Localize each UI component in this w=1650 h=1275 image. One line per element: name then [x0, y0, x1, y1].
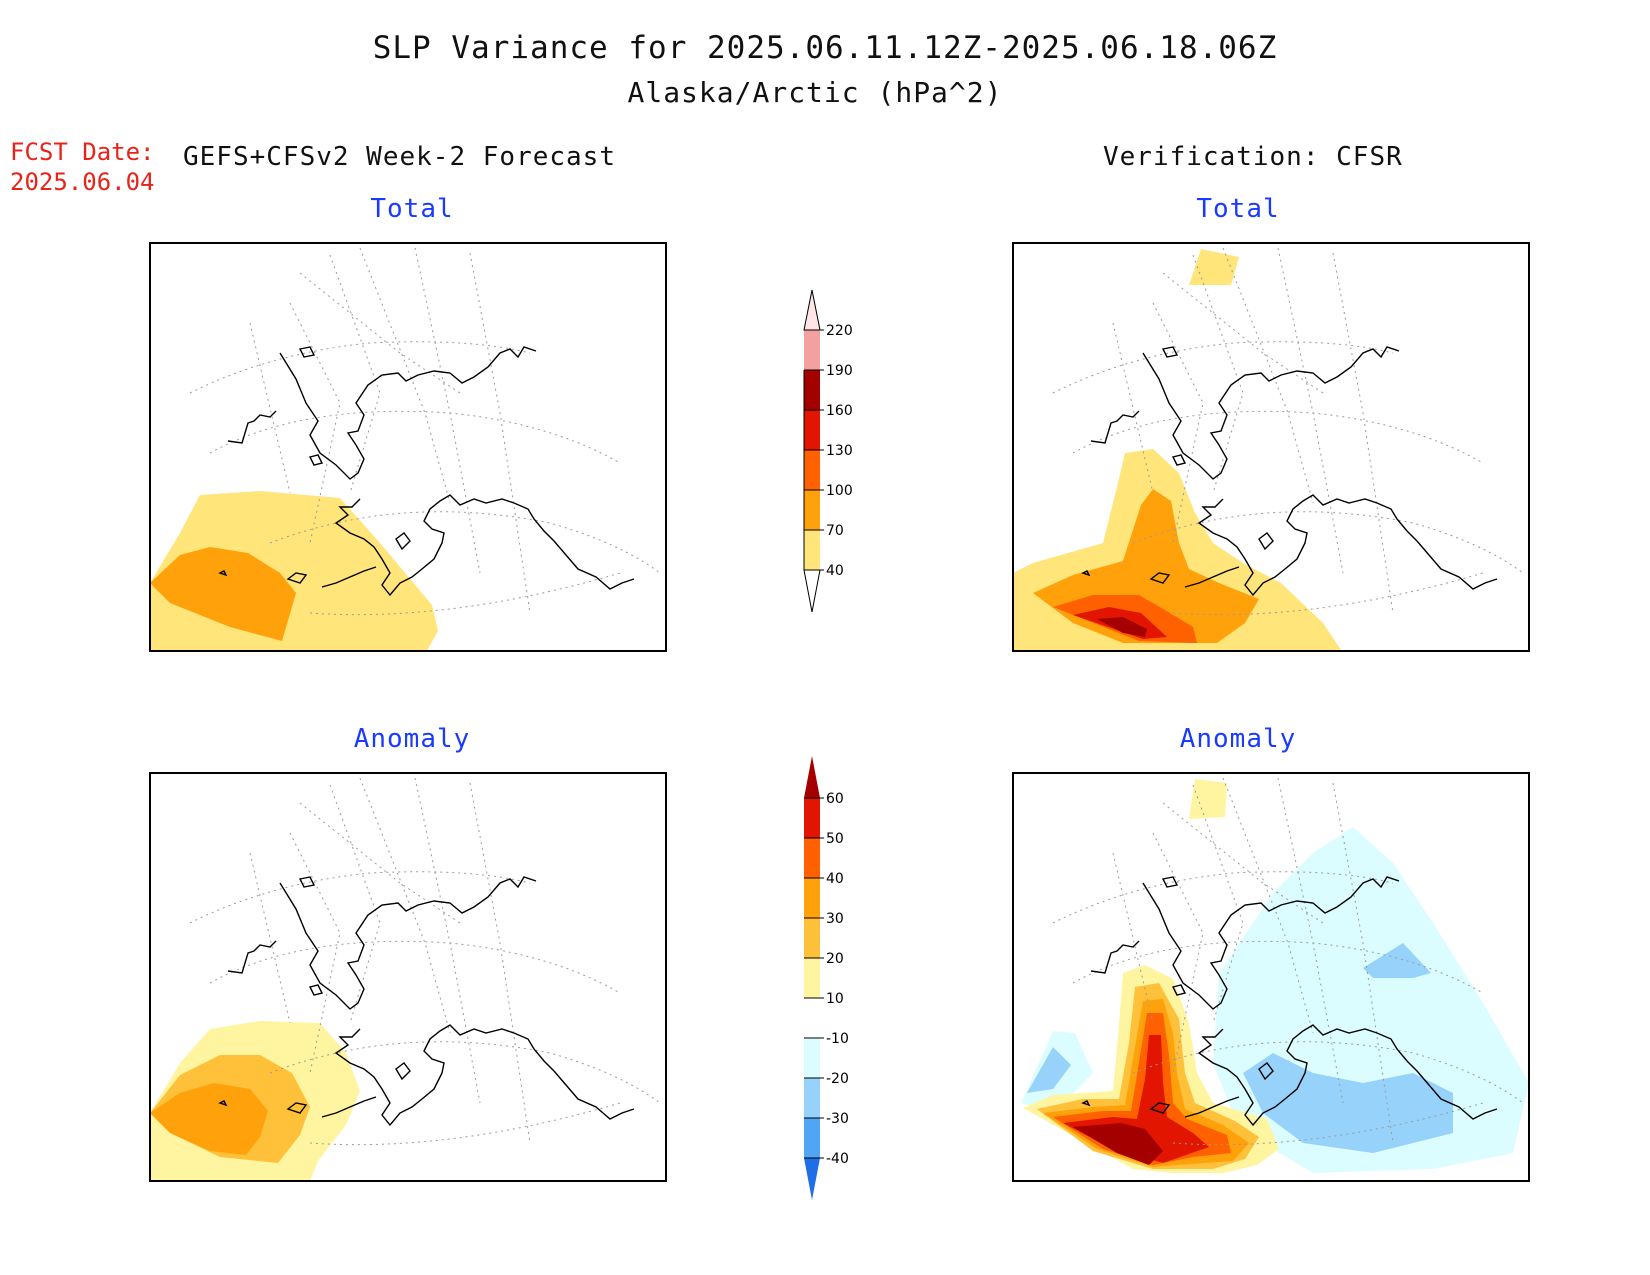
- anomaly-colorbar-label: -10: [826, 1031, 849, 1047]
- total-colorbar-box: [804, 490, 820, 530]
- anomaly-colorbar-label: 30: [826, 911, 844, 927]
- anomaly-colorbar-label: 60: [826, 791, 844, 807]
- anomaly-colorbar-label: 10: [826, 991, 844, 1007]
- verification-anomaly-contour-60: [1073, 1123, 1163, 1165]
- forecast-total-contour-70: [150, 547, 296, 641]
- forecast-anomaly-map: [149, 772, 667, 1182]
- verification-anomaly-contour-neg20-ne: [1363, 943, 1431, 978]
- total-colorbar-label: 220: [826, 323, 853, 339]
- forecast-total-title: Total: [370, 194, 454, 224]
- anomaly-colorbar-tail-low: [804, 1158, 820, 1200]
- verification-anomaly-contour-10-top: [1189, 779, 1227, 819]
- anomaly-colorbar-box: [804, 838, 820, 878]
- anomaly-colorbar-label: 20: [826, 951, 844, 967]
- total-colorbar-box: [804, 450, 820, 490]
- anomaly-colorbar-box: [804, 998, 820, 1038]
- fcst-date-label: FCST Date:: [10, 138, 155, 166]
- anomaly-colorbar-label: -30: [826, 1111, 849, 1127]
- forecast-total-map: [149, 242, 667, 652]
- verification-total-contour-40-top: [1189, 249, 1239, 285]
- fcst-date-value: 2025.06.04: [10, 168, 155, 196]
- total-colorbar-label: 160: [826, 403, 853, 419]
- anomaly-colorbar-box: [804, 1118, 820, 1158]
- anomaly-colorbar-box: [804, 878, 820, 918]
- total-colorbar-label: 100: [826, 483, 853, 499]
- anomaly-colorbar-tail-high: [804, 756, 820, 798]
- anomaly-colorbar: 60 50 40 30 20 10 -10 -20 -30 -40: [804, 756, 849, 1200]
- total-colorbar-box: [804, 530, 820, 570]
- anomaly-colorbar-box: [804, 798, 820, 838]
- total-colorbar-tail-low: [803, 569, 821, 613]
- anomaly-colorbar-label: -20: [826, 1071, 849, 1087]
- total-colorbar-box: [804, 330, 820, 370]
- total-colorbar-label: 130: [826, 443, 853, 459]
- verification-total-title: Total: [1196, 194, 1280, 224]
- verification-anomaly-map: [1012, 772, 1530, 1182]
- forecast-anomaly-title: Anomaly: [353, 724, 471, 754]
- total-colorbar-tail-high: [803, 289, 821, 331]
- anomaly-colorbar-box: [804, 1038, 820, 1078]
- total-colorbar-box: [804, 410, 820, 450]
- forecast-column-header: GEFS+CFSv2 Week-2 Forecast: [183, 142, 616, 172]
- total-colorbar-box: [804, 370, 820, 410]
- anomaly-colorbar-label: 40: [826, 871, 844, 887]
- verification-anomaly-contour-neg20-west: [1027, 1047, 1071, 1093]
- forecast-anomaly-contour-30: [150, 1083, 268, 1155]
- verification-total-map: [1012, 242, 1530, 652]
- anomaly-colorbar-label: -40: [826, 1151, 849, 1167]
- map-title: SLP Variance for 2025.06.11.12Z-2025.06.…: [372, 30, 1278, 66]
- anomaly-colorbar-label: 50: [826, 831, 844, 847]
- anomaly-colorbar-box: [804, 1078, 820, 1118]
- verification-column-header: Verification: CFSR: [1103, 142, 1403, 172]
- map-subtitle: Alaska/Arctic (hPa^2): [627, 76, 1003, 109]
- total-colorbar-label: 40: [826, 563, 844, 579]
- verification-anomaly-contour-neg20: [1243, 1053, 1453, 1153]
- verification-anomaly-title: Anomaly: [1179, 724, 1297, 754]
- verification-total-contour-160: [1097, 617, 1147, 637]
- anomaly-colorbar-box: [804, 918, 820, 958]
- total-colorbar-label: 190: [826, 363, 853, 379]
- total-colorbar-label: 70: [826, 523, 844, 539]
- total-colorbar: 40 70 100 130 160 190 220: [803, 289, 853, 613]
- anomaly-colorbar-box: [804, 958, 820, 998]
